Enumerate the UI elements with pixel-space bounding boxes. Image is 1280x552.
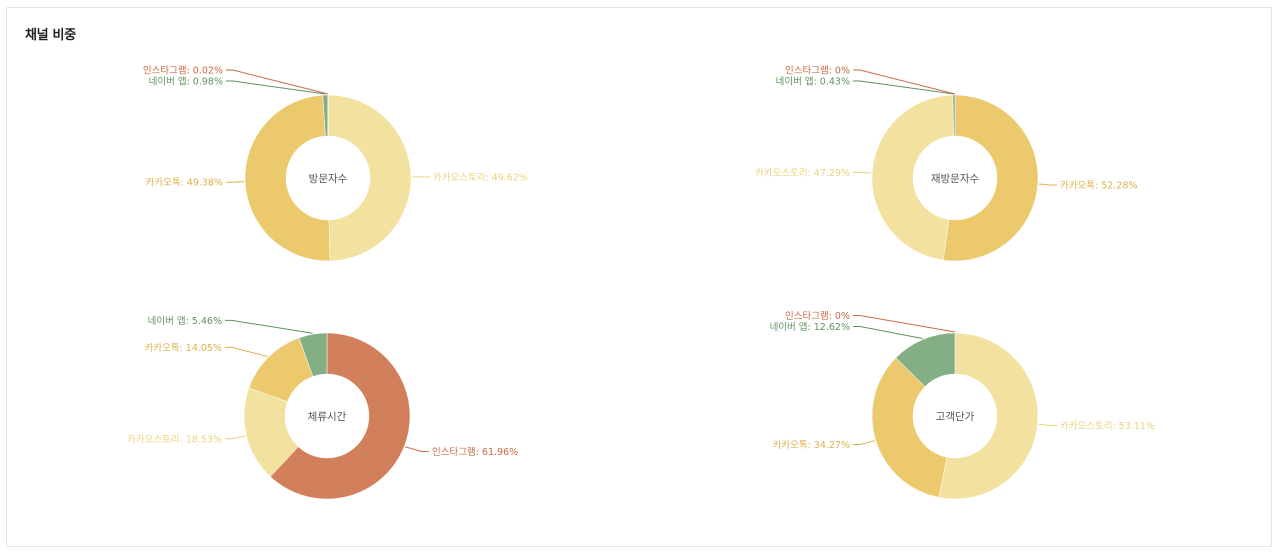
- slice-label-인스타그램: 인스타그램: 0%: [785, 65, 850, 77]
- center-label: 방문자수: [309, 173, 348, 185]
- slice-label-카카오스토리: 카카오스토리: 53.11%: [1060, 421, 1155, 432]
- slice-label-카카오톡: 카카오톡: 52.28%: [1060, 180, 1137, 191]
- leader-line-카카오스토리: [1038, 423, 1057, 426]
- leader-line-카카오톡: [226, 181, 245, 183]
- slice-네이버-앱[interactable]: [895, 332, 956, 387]
- donut-chart-1: 카카오스토리: 49.62% 카카오톡: 49.38% 네이버 앱: 0.98%인스…: [143, 65, 528, 262]
- leader-line-카카오톡: [1038, 183, 1057, 186]
- leader-line-카카오스토리: [853, 171, 872, 174]
- center-label: 체류시간: [308, 411, 347, 423]
- leader-line-네이버-앱: [226, 80, 326, 95]
- slice-카카오톡[interactable]: [871, 357, 948, 498]
- slice-네이버-앱[interactable]: [952, 94, 956, 137]
- slice-label-인스타그램: 인스타그램: 0.02%: [143, 65, 223, 77]
- leader-line-네이버-앱: [853, 326, 923, 340]
- panel-title: 채널 비중: [25, 28, 76, 43]
- slice-label-인스타그램: 인스타그램: 0%: [785, 310, 850, 322]
- slice-label-카카오스토리: 카카오스토리: 18.53%: [127, 434, 222, 445]
- slice-label-네이버-앱: 네이버 앱: 0.43%: [776, 76, 850, 88]
- center-label: 고객단가: [936, 411, 975, 423]
- donut-chart-4: 카카오스토리: 53.11% 카카오톡: 34.27% 네이버 앱: 12.62%인…: [770, 310, 1155, 500]
- slice-label-카카오톡: 카카오톡: 14.05%: [145, 343, 222, 354]
- donut-chart-2: 카카오톡: 52.28% 카카오스토리: 47.29% 네이버 앱: 0.43%인스…: [755, 65, 1137, 262]
- leader-line-인스타그램: [405, 446, 429, 453]
- slice-label-카카오톡: 카카오톡: 49.38%: [146, 178, 223, 189]
- slice-네이버-앱[interactable]: [298, 332, 328, 377]
- leader-line-인스타그램: [853, 69, 956, 95]
- slice-label-카카오톡: 카카오톡: 34.27%: [773, 440, 850, 451]
- slice-label-인스타그램: 인스타그램: 61.96%: [432, 446, 518, 458]
- slice-카카오스토리[interactable]: [327, 94, 412, 262]
- leader-line-카카오톡: [853, 440, 875, 446]
- leader-line-인스타그램: [226, 69, 329, 95]
- slice-label-카카오스토리: 카카오스토리: 47.29%: [755, 168, 850, 179]
- leader-line-카카오스토리: [225, 435, 246, 440]
- slice-카카오스토리[interactable]: [871, 94, 955, 261]
- leader-line-카카오톡: [225, 346, 268, 358]
- slice-label-네이버-앱: 네이버 앱: 5.46%: [148, 315, 222, 327]
- center-label: 재방문자수: [931, 173, 980, 185]
- slice-카카오톡[interactable]: [244, 94, 331, 262]
- leader-line-인스타그램: [853, 315, 956, 333]
- donut-chart-3: 인스타그램: 61.96% 카카오스토리: 18.53% 카카오톡: 14.05% 네…: [127, 315, 518, 500]
- leader-line-네이버-앱: [853, 80, 954, 95]
- leader-line-네이버-앱: [225, 319, 313, 334]
- slice-카카오톡[interactable]: [942, 94, 1039, 262]
- slice-인스타그램[interactable]: [269, 332, 411, 500]
- slice-label-네이버-앱: 네이버 앱: 12.62%: [770, 321, 850, 333]
- slice-label-네이버-앱: 네이버 앱: 0.98%: [149, 76, 223, 88]
- channel-share-panel: 채널 비중: [6, 7, 1272, 547]
- slice-label-카카오스토리: 카카오스토리: 49.62%: [433, 172, 528, 183]
